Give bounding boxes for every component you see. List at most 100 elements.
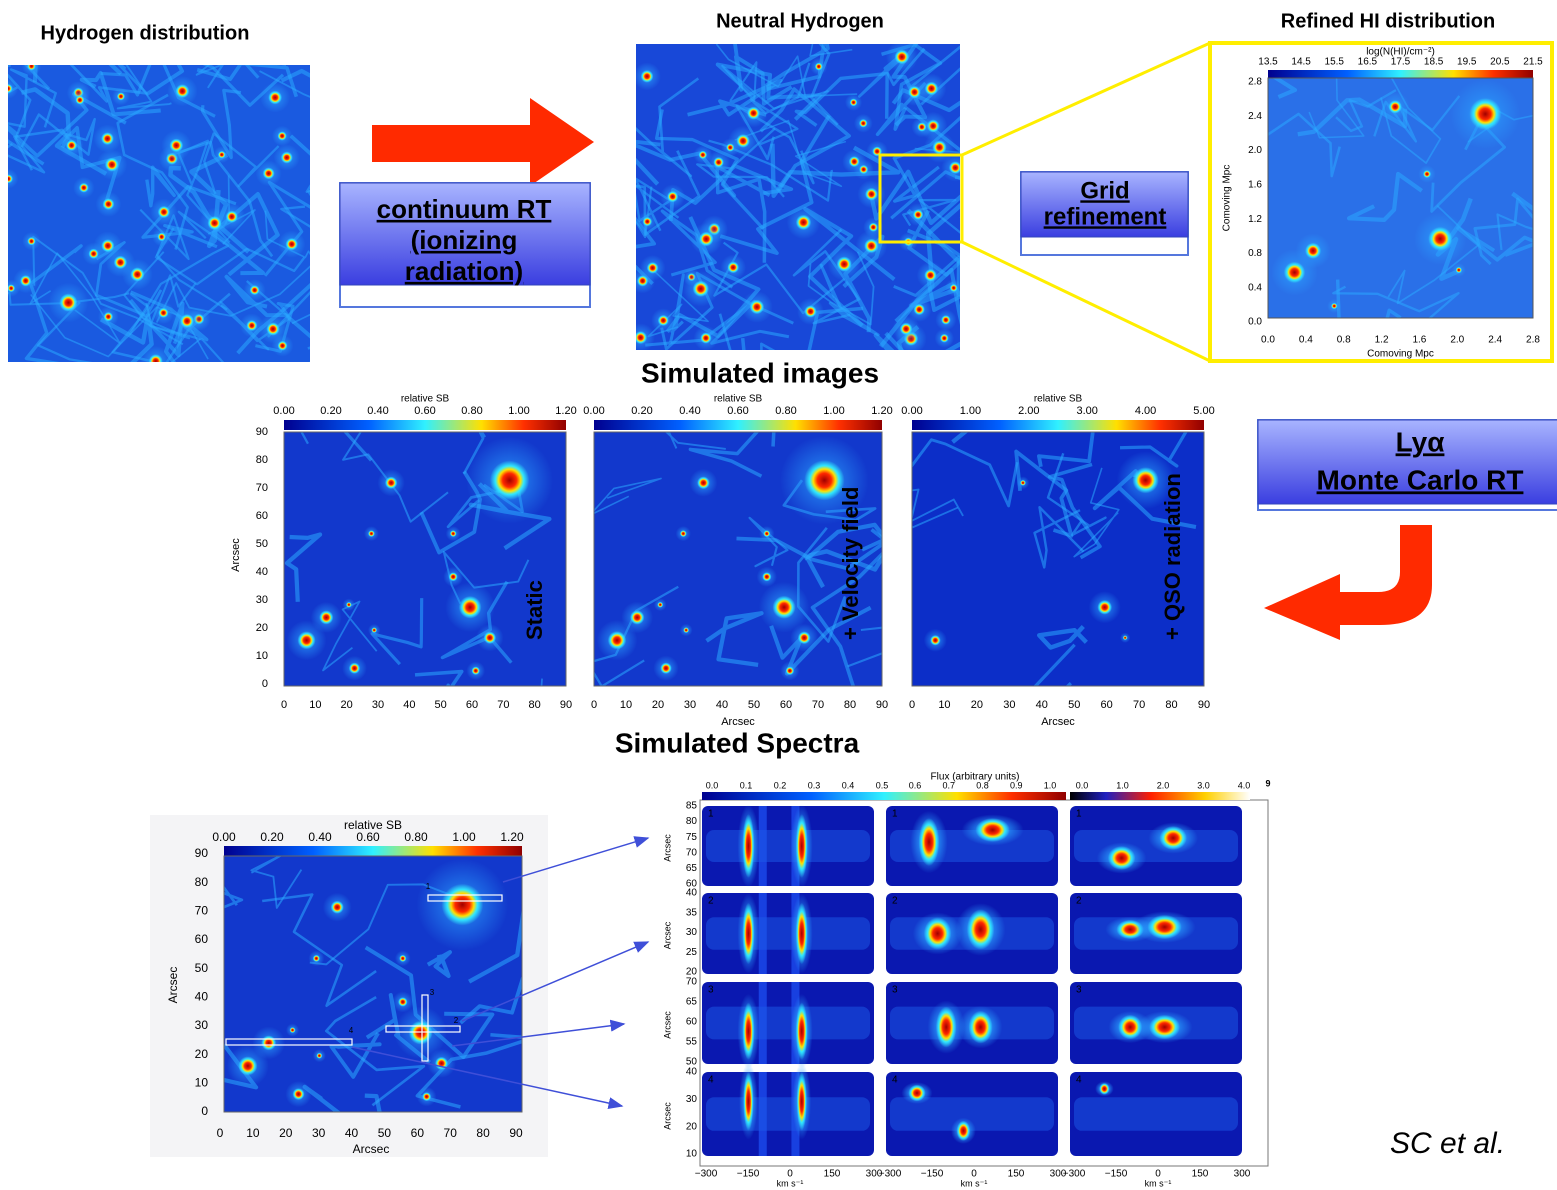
- colorbar-tick-label: 1.0: [1044, 780, 1057, 790]
- blob: [786, 666, 795, 675]
- x-tick-label: 10: [246, 1126, 260, 1140]
- blob: [371, 627, 377, 633]
- colorbar-tick-label: 19.5: [1457, 57, 1477, 68]
- colorbar-tick-label: 15.5: [1325, 57, 1345, 68]
- x-axis-label: Comoving Mpc: [1367, 349, 1434, 360]
- box-label: refinement: [1044, 203, 1167, 230]
- panel-number: 3: [1076, 985, 1082, 996]
- colorbar-tick-label: 0.60: [414, 405, 435, 417]
- section-title: Simulated Spectra: [615, 727, 860, 758]
- colorbar-tick-label: 0.40: [679, 405, 700, 417]
- y-tick-label: 25: [686, 947, 698, 958]
- colorbar-label: relative SB: [1034, 394, 1083, 405]
- blob: [117, 92, 125, 100]
- y-tick-label: 0.8: [1248, 248, 1262, 259]
- y-tick-label: 20: [195, 1047, 209, 1061]
- y-axis-label: Arcsec: [662, 921, 672, 949]
- colorbar-label: relative SB: [401, 394, 450, 405]
- x-tick-label: 150: [1192, 1169, 1209, 1180]
- blob: [450, 530, 457, 537]
- colorbar: [224, 846, 522, 856]
- blob: [1097, 600, 1112, 615]
- colorbar: [1070, 792, 1250, 800]
- spectrum-blob: [908, 1085, 925, 1102]
- spectrum-blob: [1149, 1015, 1180, 1040]
- colorbar-tick-label: 0.4: [842, 780, 855, 790]
- y-tick-label: 20: [686, 1121, 698, 1132]
- blob: [263, 167, 275, 179]
- image-title: Refined HI distribution: [1281, 10, 1495, 32]
- y-tick-label: 2.8: [1248, 77, 1262, 88]
- x-tick-label: 60: [466, 699, 478, 711]
- colorbar-tick-label: 1.20: [500, 830, 524, 844]
- blob: [932, 140, 946, 154]
- y-tick-label: 10: [195, 1076, 209, 1090]
- filament: [539, 679, 595, 748]
- x-tick-label: 2.4: [1488, 335, 1502, 346]
- y-tick-label: 70: [195, 904, 209, 918]
- blob: [641, 70, 654, 83]
- panel-annotation: + QSO radiation: [1160, 473, 1185, 640]
- blob: [149, 354, 163, 368]
- blob: [66, 140, 77, 151]
- colorbar-tick-label: 0.2: [774, 780, 787, 790]
- panel-number: 2: [892, 896, 898, 907]
- blob: [319, 610, 333, 624]
- blob: [3, 84, 12, 93]
- blob: [634, 331, 647, 344]
- slit-label: 4: [349, 1026, 354, 1035]
- spectrum-blob: [969, 1011, 993, 1044]
- x-tick-label: 1.2: [1375, 335, 1389, 346]
- spectrum-blob: [1159, 826, 1187, 850]
- colorbar-tick-label: 0.20: [631, 405, 652, 417]
- blob: [278, 341, 288, 351]
- spectrum-blob: [742, 814, 754, 878]
- blob: [859, 165, 868, 174]
- x-tick-label: 70: [444, 1126, 458, 1140]
- colorbar-tick-label: 0.40: [308, 830, 332, 844]
- x-tick-label: 0.8: [1337, 335, 1351, 346]
- colorbar-tick-label: 0.6: [909, 780, 922, 790]
- y-tick-label: 85: [686, 801, 698, 812]
- blob: [930, 635, 941, 646]
- y-tick-label: 80: [195, 875, 209, 889]
- y-tick-label: 70: [686, 977, 698, 988]
- x-axis-label: km s⁻¹: [777, 1178, 804, 1188]
- colorbar-tick-label: 1.20: [555, 405, 576, 417]
- blob: [924, 269, 936, 281]
- panel-number: 4: [1076, 1075, 1082, 1086]
- spectrum-blob: [796, 1002, 808, 1059]
- spectrum-blob: [1108, 846, 1136, 870]
- y-tick-label: 80: [686, 816, 698, 827]
- y-tick-label: 60: [686, 1017, 698, 1028]
- blob: [4, 174, 13, 183]
- y-tick-label: 10: [256, 650, 268, 662]
- blob: [1456, 267, 1462, 273]
- blob: [226, 211, 238, 223]
- blob: [630, 610, 644, 624]
- colorbar: [1268, 70, 1533, 78]
- image-title: Hydrogen distribution: [41, 22, 250, 44]
- halo: [706, 1007, 870, 1040]
- section-title: Simulated images: [641, 357, 879, 388]
- colorbar-tick-label: 0.20: [320, 405, 341, 417]
- blob: [950, 284, 958, 292]
- blob: [293, 1088, 305, 1100]
- x-tick-label: 80: [529, 699, 541, 711]
- blob: [949, 161, 962, 174]
- spectrum-blob: [1147, 915, 1181, 939]
- x-tick-label: 90: [560, 699, 572, 711]
- blob: [104, 312, 113, 321]
- y-axis-label: Comoving Mpc: [1222, 165, 1233, 232]
- y-tick-label: 30: [256, 594, 268, 606]
- panel-number: 1: [892, 809, 898, 820]
- flow-arrow: [372, 98, 594, 186]
- colorbar-tick-label: 2.0: [1157, 780, 1170, 790]
- spectrum-blob: [796, 903, 808, 965]
- panel-number: 3: [892, 985, 898, 996]
- x-tick-label: 50: [748, 699, 760, 711]
- colorbar-tick-label: 2.00: [1018, 405, 1039, 417]
- blob: [268, 91, 282, 105]
- x-tick-label: 90: [876, 699, 888, 711]
- blob: [316, 1053, 322, 1059]
